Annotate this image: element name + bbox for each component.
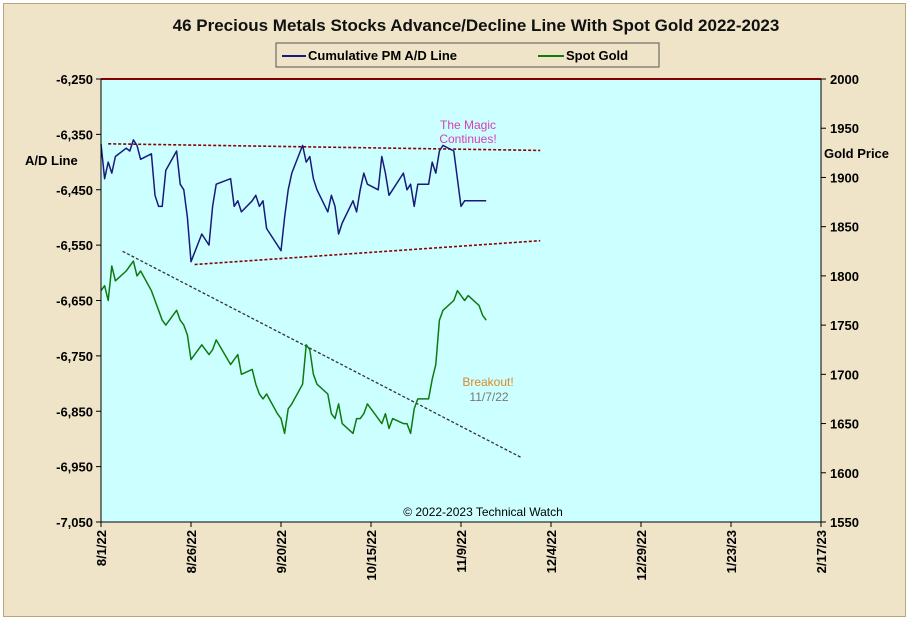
legend-gold-label: Spot Gold [566,48,628,63]
right-tick-label: 1850 [830,220,859,235]
ad-line-series [100,139,487,263]
x-tick-label: 8/26/22 [184,530,199,573]
left-tick-label: -6,250 [56,72,93,87]
right-tick-label: 1650 [830,417,859,432]
left-tick-label: -6,350 [56,127,93,142]
axis-ticks: -6,250 -6,350 -6,450 -6,550 -6,650 -6,750 -6,8… [56,72,859,581]
annotation-breakout: Breakout! [462,375,513,389]
left-tick-label: -6,650 [56,294,93,309]
trendline-2 [194,239,541,266]
right-tick-label: 1800 [830,269,859,284]
trendline-1 [108,142,541,152]
trendlines [108,142,541,459]
right-tick-label: 1600 [830,466,859,481]
x-tick-label: 9/20/22 [274,530,289,573]
copyright-note: © 2022-2023 Technical Watch [403,505,563,519]
x-tick-label: 12/4/22 [544,530,559,573]
right-tick-label: 1700 [830,367,859,382]
left-tick-label: -6,750 [56,349,93,364]
annotation-magic-1: The Magic [440,118,496,132]
plot-area [101,79,821,522]
gold-price-series [100,260,487,435]
legend-ad-label: Cumulative PM A/D Line [308,48,457,63]
x-tick-label: 10/15/22 [364,530,379,581]
legend: Cumulative PM A/D Line Spot Gold [275,42,660,68]
chart-title: 46 Precious Metals Stocks Advance/Declin… [173,16,780,35]
left-axis-label: A/D Line [25,153,78,168]
left-tick-label: -6,950 [56,460,93,475]
left-tick-label: -7,050 [56,515,93,530]
legend-box [275,42,660,68]
right-tick-label: 2000 [830,72,859,87]
right-axis-label: Gold Price [824,146,889,161]
x-tick-label: 12/29/22 [634,530,649,581]
x-tick-label: 1/23/23 [724,530,739,573]
left-tick-label: -6,450 [56,183,93,198]
right-tick-label: 1950 [830,121,859,136]
series-lines [100,139,487,435]
x-tick-label: 2/17/23 [814,530,829,573]
right-tick-label: 1550 [830,515,859,530]
x-tick-label: 8/1/22 [94,530,109,566]
right-tick-label: 1750 [830,318,859,333]
left-tick-label: -6,850 [56,404,93,419]
x-tick-label: 11/9/22 [454,530,469,573]
right-tick-label: 1900 [830,170,859,185]
left-tick-label: -6,550 [56,238,93,253]
annotation-breakout-date: 11/7/22 [469,390,508,404]
annotation-magic-2: Continues! [439,132,496,146]
